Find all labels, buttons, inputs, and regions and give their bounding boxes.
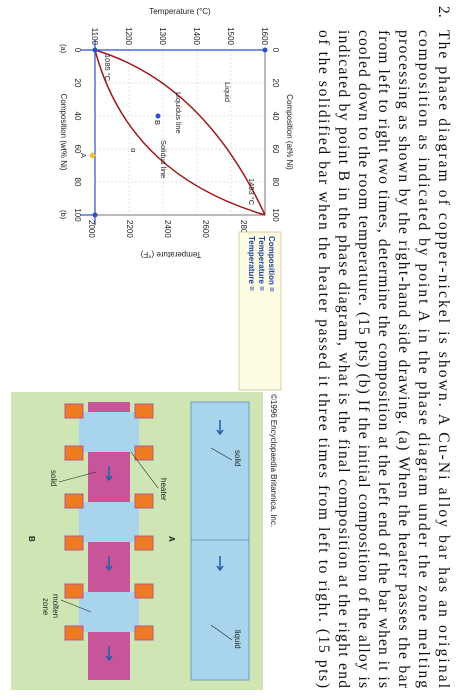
heater-block — [134, 493, 154, 509]
heater-block — [64, 583, 84, 599]
heater-block — [64, 535, 84, 551]
left-tick-label: 1400 — [192, 27, 201, 45]
left-tick-label: 1100 — [90, 28, 99, 46]
pointer — [60, 599, 92, 613]
ni-melt-label: 1453 °C — [247, 178, 256, 206]
pointer — [58, 471, 97, 483]
right-tick-label: 2400 — [163, 220, 172, 238]
left-axis-title: Temperature (°C) — [149, 7, 211, 16]
flow-arrows — [216, 420, 224, 572]
top-tick-label: 0 — [271, 48, 280, 53]
heater-block — [134, 445, 154, 461]
top-tick-label: 100 — [271, 208, 280, 222]
heater-block — [64, 445, 84, 461]
pointer — [210, 624, 233, 641]
point-a-marker — [88, 151, 97, 160]
question-line: from left to right two times, determine … — [375, 30, 392, 688]
heater-block — [134, 583, 154, 599]
alpha-label: α — [129, 148, 138, 153]
liquid-top-label: liquid — [233, 630, 242, 649]
pointer — [130, 451, 159, 489]
top-axis-title: Composition (at% Ni) — [285, 94, 294, 170]
molten-zone — [79, 502, 139, 542]
question-line: The phase diagram of copper-nickel is sh… — [435, 30, 452, 688]
left-tick-label: 1600 — [260, 27, 269, 45]
solidus-label: Solidus line — [159, 140, 168, 178]
solid-top-label: solid — [233, 450, 242, 466]
molten-label: molten — [51, 594, 60, 618]
readout-temperature-f: Temperature = — [247, 236, 256, 291]
copyright: ©1996 Encyclopaedia Britannica, Inc. — [269, 394, 278, 527]
question-line: of the solidified bar when the heater pa… — [315, 30, 332, 688]
heater-block — [134, 535, 154, 551]
corner-dot — [92, 212, 98, 218]
liquidus-label: Liquidus line — [174, 92, 183, 134]
bottom-tick-label: 80 — [73, 178, 82, 187]
solid-bottom-label: solid — [49, 470, 58, 486]
top-tick-label: 20 — [271, 79, 280, 88]
flow-arrows — [105, 466, 113, 662]
left-tick-label: 1200 — [124, 27, 133, 45]
question-line: processing as shown by the right-hand si… — [395, 30, 412, 689]
bottom-tick-label: 40 — [73, 112, 82, 121]
zone-label: zone — [41, 598, 50, 616]
corner-dot — [262, 47, 268, 53]
label-b: B — [27, 536, 36, 542]
heaters — [64, 403, 154, 641]
left-tick-label: 1300 — [158, 27, 167, 45]
heater-block — [134, 403, 154, 419]
readout-composition: Composition = — [267, 236, 276, 292]
liquidus-curve — [94, 49, 266, 216]
right-tick-label: 2800 — [239, 220, 248, 238]
axis-labels: 0 0 20 20 40 40 60 60 80 80 100 100 1600 1500 1400 1300… — [59, 7, 294, 259]
heater-block — [134, 625, 154, 641]
pointer — [210, 447, 233, 461]
left-tick-label: 1500 — [226, 27, 235, 45]
cu-melt-label: 1085 °C — [103, 54, 112, 82]
right-tick-label: 2200 — [125, 220, 134, 238]
panel-a-label: (a) — [59, 44, 68, 54]
corner-dot — [92, 47, 98, 53]
question-line: composition as indicated by point A in t… — [415, 30, 432, 688]
bottom-tick-label: 60 — [73, 145, 82, 154]
bottom-tick-label: 100 — [73, 208, 82, 222]
question-number: 2. — [435, 6, 452, 18]
top-tick-label: 60 — [271, 145, 280, 154]
top-tick-label: 40 — [271, 112, 280, 121]
point-b-marker — [155, 113, 161, 119]
bottom-axis-title: Composition (wt% Ni) — [59, 94, 68, 171]
label-a: A — [167, 536, 176, 542]
point-a-label: A — [79, 153, 88, 158]
molten-zone — [79, 592, 139, 632]
question-line: indicated by point B in the phase diagra… — [335, 30, 352, 688]
right-tick-label: 2600 — [201, 220, 210, 238]
question-text: The phase diagram of copper-nickel is sh… — [315, 30, 452, 689]
top-tick-label: 80 — [271, 178, 280, 187]
right-axis-title: Temperature (°F) — [140, 250, 201, 259]
molten-zone — [79, 412, 139, 452]
heater-block — [64, 403, 84, 419]
bottom-tick-label: 0 — [73, 48, 82, 53]
liquid-label: Liquid — [223, 82, 232, 102]
top-bar — [190, 401, 250, 681]
heater-block — [64, 625, 84, 641]
panel-b-label: (b) — [59, 210, 68, 220]
solidus-curve — [94, 49, 266, 216]
heater-label: heater — [159, 478, 168, 501]
readout-temperature-c: Temperature = — [257, 236, 266, 291]
right-tick-label: 2000 — [87, 220, 96, 238]
bottom-tick-label: 20 — [73, 79, 82, 88]
readout-box — [238, 231, 282, 391]
heater-block — [64, 493, 84, 509]
point-b-label: B — [153, 120, 162, 125]
question-line: cooled down to the room temperature. (15… — [355, 30, 372, 688]
